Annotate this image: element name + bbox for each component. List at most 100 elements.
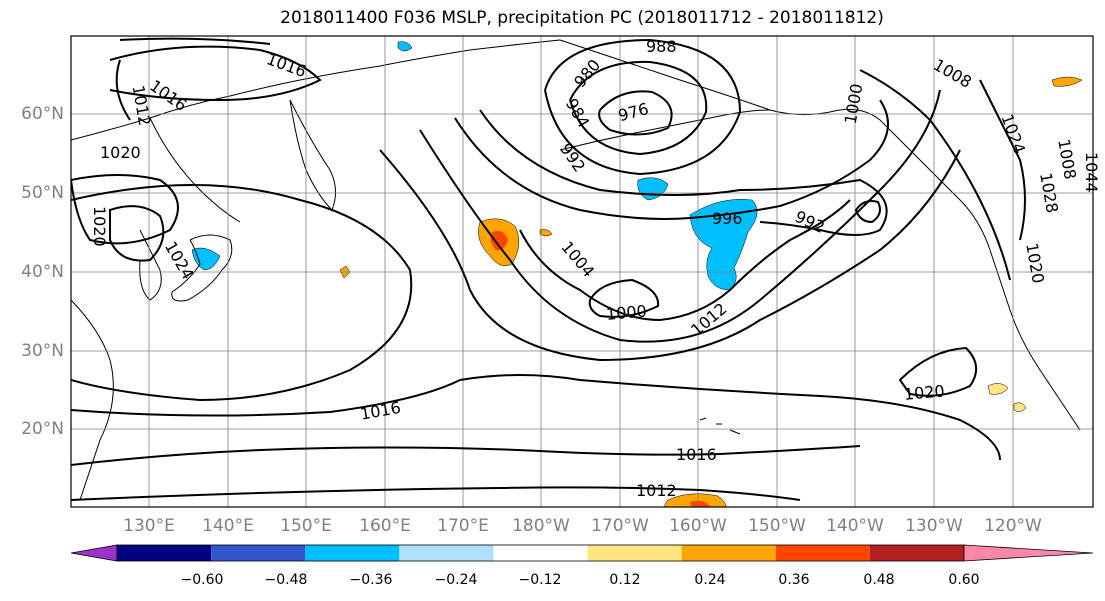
isobars xyxy=(71,37,1026,501)
precip-negative-east xyxy=(689,199,758,291)
isobar-label: 1024 xyxy=(997,111,1029,156)
isobar-1020-west xyxy=(71,174,179,245)
coast-china xyxy=(71,299,114,501)
lon-label: 140°W xyxy=(826,516,884,536)
coast-bc xyxy=(919,159,1081,431)
colorbar-tick-label: 0.12 xyxy=(609,572,641,588)
isobar-label: 980 xyxy=(570,56,604,92)
map-title: 2018011400 F036 MSLP, precipitation PC (… xyxy=(280,8,884,28)
colorbar-cell xyxy=(211,545,306,561)
isobar-label: 1016 xyxy=(146,76,190,115)
colorbar xyxy=(70,544,1094,562)
isobar-label: 1044 xyxy=(1082,152,1101,193)
lon-label: 160°E xyxy=(359,516,411,536)
isobar-label: 1020 xyxy=(100,143,141,162)
lon-label: 160°W xyxy=(669,516,727,536)
isobar-label: 996 xyxy=(712,209,743,228)
isobar-label: 1000 xyxy=(841,82,867,125)
isobar-1012-middle xyxy=(379,149,961,362)
coast-korea xyxy=(139,229,162,301)
lon-label: 170°W xyxy=(591,516,649,536)
lon-label: 170°E xyxy=(437,516,489,536)
isobar-1000-ring xyxy=(588,278,660,318)
colorbar-cell xyxy=(305,545,400,561)
colorbar-cell xyxy=(775,545,870,561)
precip-negative-kamchatka xyxy=(397,41,413,52)
coast-kamchatka xyxy=(289,99,336,211)
precip-positive-small xyxy=(539,229,553,237)
isobar-label: 1016 xyxy=(359,398,402,424)
isobar-label: 1012 xyxy=(636,481,677,500)
coast-asia-north xyxy=(71,39,561,141)
colorbar-tick-label: 0.36 xyxy=(778,572,810,588)
isobar-1016-main xyxy=(71,184,413,402)
lon-label: 150°W xyxy=(748,516,806,536)
precip-core-south xyxy=(690,500,710,507)
isobar-1012-nw xyxy=(115,37,271,121)
colorbar-tick-label: −0.12 xyxy=(518,572,562,588)
precip-core-kuroshio xyxy=(490,231,508,251)
colorbar-extend-low xyxy=(70,544,118,562)
isobar-label: 1020 xyxy=(90,206,109,247)
precip-negative-north xyxy=(637,177,669,201)
lon-label: 130°W xyxy=(905,516,963,536)
isobar-1016-south xyxy=(71,374,1001,461)
isobar-low-ring1 xyxy=(569,60,708,156)
isobar-label: 992 xyxy=(556,140,589,176)
isobar-1016-lower xyxy=(71,445,861,466)
coast-okhotsk xyxy=(149,117,241,223)
lon-label: 150°E xyxy=(280,516,332,536)
isobar-1024-west xyxy=(109,205,165,262)
isobar-label: 1020 xyxy=(1022,241,1048,284)
lon-label: 140°E xyxy=(202,516,254,536)
precip-positive-arctic xyxy=(1051,76,1083,87)
isobar-992 xyxy=(479,109,888,236)
colorbar-cell xyxy=(399,545,494,561)
coast-alaska xyxy=(559,39,921,161)
isobar-label: 1008 xyxy=(930,55,975,92)
colorbar-tick-label: 0.24 xyxy=(694,572,726,588)
colorbar-cell xyxy=(117,545,212,561)
lat-label: 50°N xyxy=(21,183,64,203)
colorbar-tick-label: −0.60 xyxy=(180,572,224,588)
isobar-1004 xyxy=(519,199,851,322)
isobar-1016-nw xyxy=(109,45,322,102)
isobar-1012-lower xyxy=(71,486,801,501)
colorbar-tick-label: −0.36 xyxy=(349,572,393,588)
isobar-label: 1004 xyxy=(557,237,598,280)
isobar-label: 976 xyxy=(616,99,650,125)
isobar-label: 1020 xyxy=(903,381,945,403)
isobar-label: 1016 xyxy=(676,445,717,464)
lon-label: 120°W xyxy=(984,516,1042,536)
colorbar-tick-label: −0.48 xyxy=(264,572,308,588)
isobar-1020-east xyxy=(898,346,977,397)
isobar-labels: 1016 1012 1016 1020 1020 1024 988 980 98… xyxy=(90,37,1101,500)
isobar-east-1008 xyxy=(859,69,1011,281)
lat-label: 40°N xyxy=(21,262,64,282)
isobar-label: 988 xyxy=(646,37,677,56)
lon-label: 130°E xyxy=(123,516,175,536)
colorbar-cell xyxy=(587,545,682,561)
isobar-label: 1016 xyxy=(264,49,309,81)
lat-label: 20°N xyxy=(21,419,64,439)
coast-japan xyxy=(171,234,233,302)
isobar-label: 1008 xyxy=(1054,137,1080,180)
map-frame xyxy=(70,35,1094,508)
lat-label: 30°N xyxy=(21,341,64,361)
colorbar-tick-label: −0.24 xyxy=(434,572,478,588)
colorbar-cell xyxy=(869,545,964,561)
isobar-label: 992 xyxy=(792,207,828,237)
isobar-east-1024 xyxy=(979,79,1026,241)
colorbar-cell xyxy=(681,545,776,561)
isobar-ring-east xyxy=(854,200,881,224)
isobar-label: 1028 xyxy=(1036,171,1062,214)
isobar-996 xyxy=(454,99,889,220)
isobar-low-center xyxy=(598,90,673,136)
colorbar-cell xyxy=(493,545,588,561)
isobar-1008 xyxy=(419,89,941,343)
precip-positive-mexico2 xyxy=(1013,402,1027,412)
precip-positive-mexico xyxy=(987,383,1009,395)
lon-label: 180°W xyxy=(512,516,570,536)
precip-positive-south xyxy=(664,493,727,507)
